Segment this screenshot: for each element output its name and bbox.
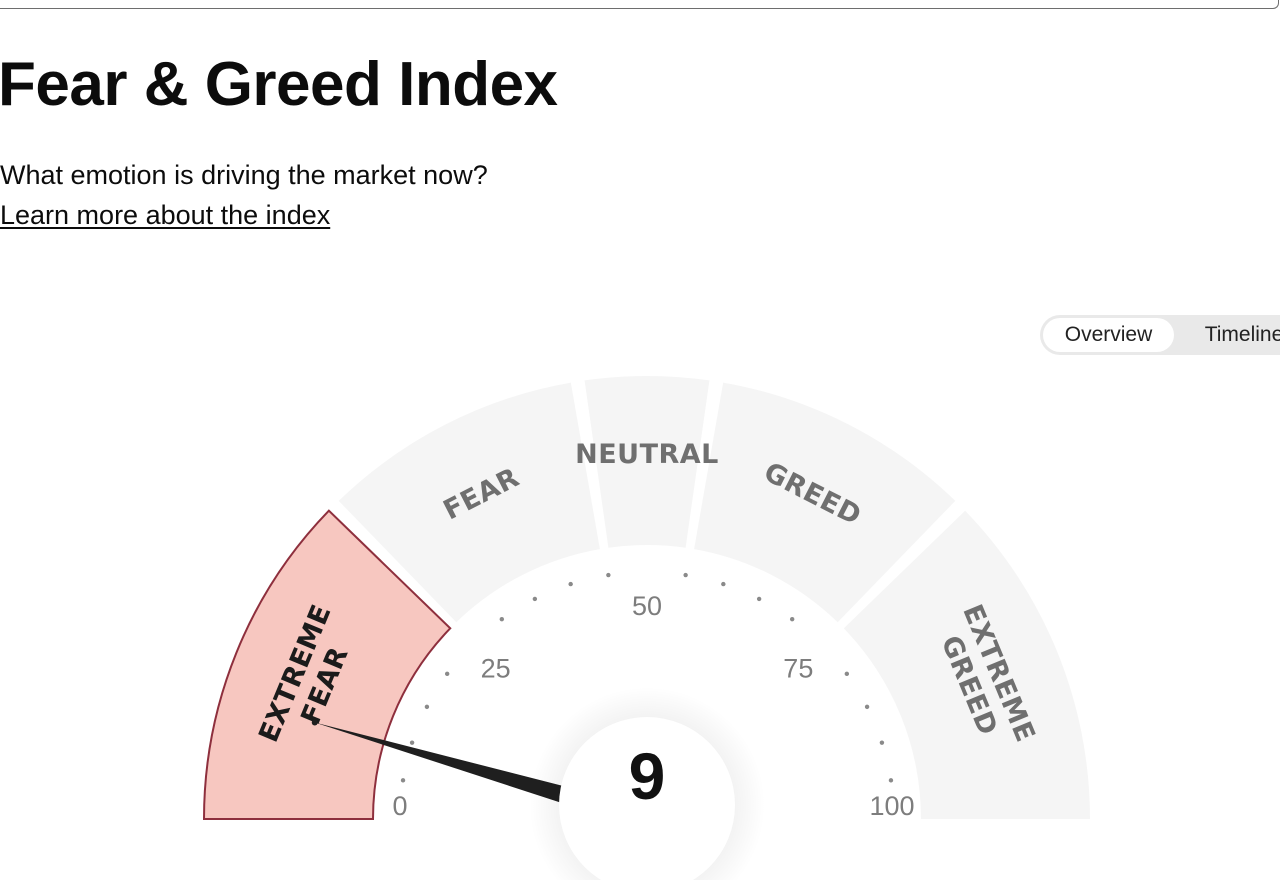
page-title: Fear & Greed Index — [0, 50, 558, 119]
gauge-tick-dot — [424, 704, 430, 710]
gauge-label-neutral: NEUTRAL — [575, 439, 719, 470]
gauge-scale-label-25: 25 — [481, 654, 511, 684]
view-toggle: Overview Timeline — [1040, 315, 1280, 355]
overview-tab[interactable]: Overview — [1043, 318, 1174, 352]
page-subtitle: What emotion is driving the market now? — [0, 160, 488, 190]
top-rule — [0, 0, 1279, 9]
gauge-segment-greed — [694, 382, 956, 623]
gauge-segment-neutral — [584, 376, 710, 548]
learn-more-link[interactable]: Learn more about the index — [0, 200, 331, 230]
gauge-scale-label-75: 75 — [783, 654, 813, 684]
gauge-tick-dot — [444, 671, 450, 677]
timeline-tab[interactable]: Timeline — [1204, 323, 1280, 346]
gauge-tick-dot — [789, 616, 795, 622]
gauge-scale-label-100: 100 — [869, 791, 914, 821]
gauge-score: 9 — [629, 739, 666, 813]
gauge-scale-label-0: 0 — [392, 791, 407, 821]
gauge-tick-dot — [844, 671, 850, 677]
gauge-segment-extreme-greed — [843, 510, 1090, 819]
gauge-tick-dot — [721, 581, 726, 587]
gauge-needle-tip — [311, 719, 318, 726]
gauge-tick-dot — [756, 596, 762, 602]
gauge-tick-dot — [683, 572, 688, 578]
gauge-needle — [314, 722, 585, 809]
gauge-segment-extreme-fear — [202, 509, 452, 820]
gauge-scale-label-50: 50 — [632, 591, 662, 621]
gauge-tick-dot — [499, 616, 505, 622]
gauge-segment-fear — [338, 382, 600, 623]
gauge-hub — [559, 717, 735, 880]
gauge-tick-dot — [864, 704, 870, 710]
gauge-tick-dot — [568, 581, 573, 587]
gauge-tick-dot — [606, 572, 611, 578]
gauge-tick-dot — [400, 778, 406, 783]
gauge-tick-dot — [888, 778, 894, 783]
gauge-tick-dot — [532, 596, 538, 602]
gauge-tick-dot — [879, 740, 885, 745]
gauge-tick-dot — [409, 740, 415, 745]
